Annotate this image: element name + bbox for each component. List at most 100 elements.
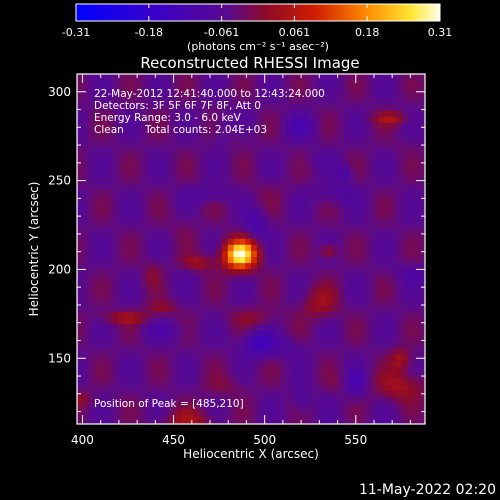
image-pixel	[326, 104, 333, 111]
image-pixel	[314, 397, 321, 404]
image-pixel	[187, 263, 194, 270]
image-pixel	[274, 397, 281, 404]
image-pixel	[106, 141, 113, 148]
image-pixel	[419, 287, 425, 294]
image-pixel	[140, 202, 147, 209]
image-pixel	[378, 122, 385, 130]
image-pixel	[222, 220, 229, 227]
image-pixel	[390, 311, 397, 319]
image-pixel	[106, 269, 113, 276]
image-pixel	[303, 257, 310, 264]
image-pixel	[204, 116, 211, 124]
image-pixel	[314, 336, 321, 343]
image-pixel	[343, 244, 350, 252]
image-pixel	[413, 147, 420, 154]
image-pixel	[175, 379, 182, 386]
image-pixel	[77, 153, 84, 160]
image-pixel	[297, 354, 304, 362]
image-pixel	[401, 183, 408, 191]
image-pixel	[332, 403, 339, 410]
image-pixel	[169, 122, 176, 130]
image-pixel	[384, 421, 391, 424]
image-pixel	[193, 86, 200, 93]
image-pixel	[82, 189, 89, 197]
image-pixel	[245, 128, 252, 136]
image-pixel	[326, 116, 333, 124]
image-pixel	[187, 293, 194, 301]
image-pixel	[204, 202, 211, 209]
image-pixel	[169, 183, 176, 191]
image-pixel	[291, 159, 298, 166]
image-pixel	[396, 202, 403, 209]
image-pixel	[361, 336, 368, 343]
image-pixel	[187, 80, 194, 87]
image-pixel	[187, 415, 194, 423]
image-pixel	[181, 98, 188, 105]
image-pixel	[204, 342, 211, 349]
image-pixel	[82, 293, 89, 301]
image-pixel	[309, 189, 316, 197]
image-pixel	[378, 135, 385, 142]
image-pixel	[164, 98, 171, 105]
image-pixel	[77, 257, 84, 264]
image-pixel	[291, 232, 298, 240]
image-pixel	[187, 379, 194, 386]
image-pixel	[338, 80, 345, 87]
image-pixel	[164, 391, 171, 398]
image-pixel	[210, 196, 217, 203]
image-pixel	[349, 238, 356, 246]
image-pixel	[332, 86, 339, 93]
image-pixel	[140, 299, 147, 307]
image-pixel	[285, 86, 292, 93]
image-pixel	[332, 208, 339, 215]
image-pixel	[227, 189, 234, 197]
image-pixel	[384, 342, 391, 349]
image-pixel	[396, 379, 403, 386]
image-pixel	[390, 153, 397, 160]
image-pixel	[413, 409, 420, 416]
image-pixel	[419, 330, 425, 337]
image-pixel	[413, 110, 420, 118]
image-pixel	[332, 275, 339, 282]
image-pixel	[140, 293, 147, 301]
image-pixel	[390, 244, 397, 252]
image-pixel	[407, 354, 414, 362]
image-pixel	[280, 324, 287, 331]
image-pixel	[274, 336, 281, 343]
image-pixel	[106, 348, 113, 355]
image-pixel	[390, 318, 397, 325]
image-pixel	[349, 226, 356, 233]
image-pixel	[193, 189, 200, 197]
image-pixel	[210, 74, 217, 81]
image-pixel	[285, 311, 292, 319]
image-pixel	[135, 360, 142, 368]
image-pixel	[152, 165, 159, 172]
image-pixel	[146, 257, 153, 264]
image-pixel	[303, 220, 310, 227]
image-pixel	[303, 128, 310, 136]
image-pixel	[77, 263, 84, 270]
image-pixel	[332, 196, 339, 203]
image-pixel	[227, 360, 234, 368]
image-pixel	[309, 147, 316, 154]
image-pixel	[419, 226, 425, 233]
image-pixel	[309, 171, 316, 179]
image-pixel	[239, 342, 246, 349]
image-pixel	[396, 196, 403, 203]
image-pixel	[239, 281, 246, 288]
image-pixel	[320, 366, 327, 374]
image-pixel	[407, 141, 414, 148]
image-pixel	[181, 305, 188, 313]
image-pixel	[280, 336, 287, 343]
image-pixel	[227, 257, 234, 264]
image-pixel	[164, 311, 171, 319]
image-pixel	[343, 189, 350, 197]
image-pixel	[285, 269, 292, 276]
image-pixel	[123, 360, 130, 368]
image-pixel	[222, 281, 229, 288]
image-pixel	[256, 372, 263, 380]
image-pixel	[152, 153, 159, 160]
image-pixel	[378, 147, 385, 154]
image-pixel	[233, 220, 240, 227]
image-pixel	[245, 263, 252, 270]
